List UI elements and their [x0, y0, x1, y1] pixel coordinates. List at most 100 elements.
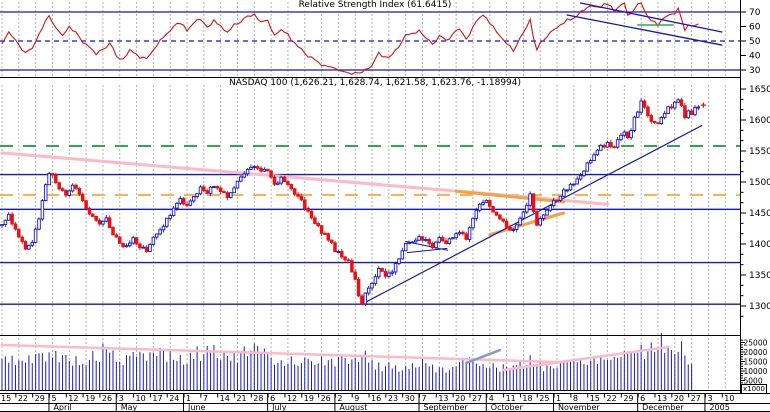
price-panel-title: NASDAQ 100 (1,626.21, 1,628.74, 1,621.58…: [225, 78, 525, 89]
x-axis-week-label: 29: [623, 394, 633, 403]
candle-up: [592, 154, 596, 161]
candle-up: [629, 130, 633, 139]
candle-up: [693, 107, 697, 116]
candle-up: [0, 224, 4, 227]
candle-down: [683, 105, 687, 119]
candle-down: [222, 191, 226, 194]
candle-down: [555, 199, 559, 202]
candle-down: [289, 183, 294, 190]
candle-down: [609, 141, 613, 148]
candle-up: [454, 233, 458, 239]
x-axis-month-label: June: [187, 403, 206, 412]
x-axis-week-label: 11: [506, 394, 516, 403]
volume-ma-descending-pink: [0, 343, 562, 364]
candle-up: [128, 242, 132, 247]
x-axis-week-label: 21: [236, 394, 246, 403]
candle-down: [269, 170, 273, 178]
rsi-downtrend-channel-lower: [566, 14, 723, 46]
candle-down: [353, 271, 357, 280]
candle-down: [272, 176, 277, 185]
candle-up: [175, 202, 179, 209]
candle-up: [154, 233, 159, 238]
candle-down: [87, 207, 92, 215]
rsi-ytick-label: 70: [749, 8, 761, 18]
candle-down: [340, 251, 344, 258]
candle-down: [111, 227, 115, 236]
candle-down: [306, 207, 310, 212]
candle-down: [299, 195, 304, 201]
candle-down: [296, 193, 300, 197]
x-axis-week-label: 1: [556, 394, 561, 403]
candle-down: [440, 237, 445, 242]
price-ytick-label: 1500: [749, 178, 770, 188]
x-axis-week-label: 22: [607, 394, 617, 403]
candle-down: [323, 232, 327, 235]
candle-down: [498, 214, 502, 220]
candle-up: [70, 184, 75, 192]
candle-down: [91, 213, 95, 217]
candle-down: [266, 168, 270, 172]
candle-up: [393, 263, 398, 273]
candle-up: [37, 218, 41, 230]
candle-down: [649, 115, 654, 122]
rsi-downtrend-channel-upper: [579, 2, 723, 33]
x-axis-week-label: 23: [388, 394, 398, 403]
candle-up: [471, 217, 475, 229]
candle-down: [205, 190, 209, 194]
volume-ytick-label: 15000: [744, 358, 768, 367]
candle-down: [326, 233, 331, 241]
candle-down: [602, 144, 606, 148]
candle-up: [43, 184, 48, 202]
candle-up: [562, 189, 566, 197]
candle-down: [286, 181, 290, 185]
candle-up: [696, 106, 701, 109]
x-axis-week-label: 1: [186, 394, 191, 403]
candles: [0, 97, 701, 307]
candle-up: [191, 196, 196, 202]
rsi-panel-title: Relative Strength Index (61.6415): [295, 0, 455, 11]
week-gridlines: [1, 2, 726, 390]
candle-down: [464, 233, 468, 240]
candle-up: [178, 198, 183, 204]
x-axis-week-label: 27: [472, 394, 482, 403]
candle-down: [20, 236, 24, 242]
candle-up: [518, 217, 522, 226]
candle-up: [511, 229, 516, 231]
x-axis-week-label: 2: [337, 394, 342, 403]
x-axis-week-label: 10: [724, 394, 734, 403]
candle-up: [457, 231, 462, 235]
candle-up: [662, 113, 667, 118]
candle-down: [383, 270, 388, 277]
candle-down: [360, 295, 364, 305]
candle-down: [346, 259, 351, 262]
candle-up: [279, 176, 283, 184]
candle-up: [551, 199, 556, 207]
candle-up: [521, 211, 526, 219]
candle-up: [276, 182, 280, 185]
x-axis-week-label: 4: [489, 394, 494, 403]
candle-up: [585, 162, 590, 172]
candle-down: [80, 193, 85, 202]
candle-up: [161, 225, 166, 231]
x-axis-week-label: 19: [304, 394, 314, 403]
candle-up: [171, 207, 176, 216]
candle-up: [528, 193, 532, 206]
rsi-ytick-label: 40: [749, 52, 761, 62]
candle-down: [508, 226, 512, 231]
candle-up: [437, 237, 442, 243]
candle-up: [104, 217, 109, 222]
candle-up: [467, 227, 472, 240]
candle-up: [188, 200, 193, 206]
candle-up: [525, 204, 529, 213]
volume-ytick-label: 25000: [744, 339, 768, 348]
price-ytick-label: 1400: [749, 240, 770, 250]
candle-down: [134, 237, 139, 245]
candle-down: [316, 223, 320, 227]
candle-down: [282, 176, 287, 183]
candle-up: [242, 173, 246, 178]
candle-up: [403, 243, 408, 252]
candle-up: [397, 258, 401, 264]
candle-down: [64, 189, 68, 196]
candle-up: [666, 106, 670, 114]
candle-down: [117, 236, 122, 244]
